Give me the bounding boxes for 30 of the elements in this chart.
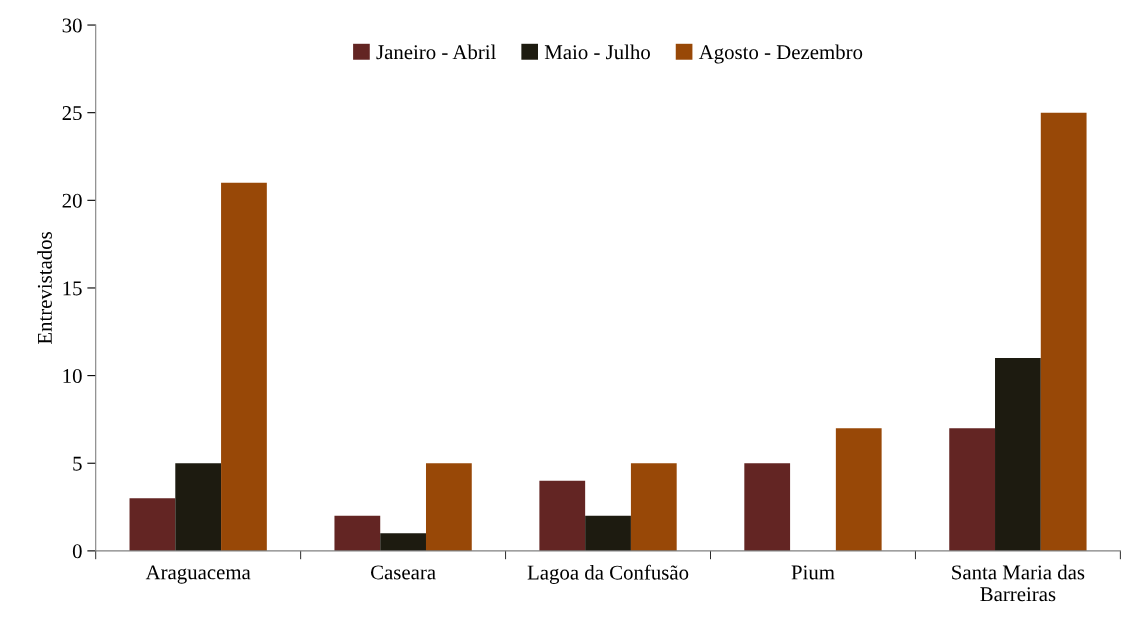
y-tick-label: 10 — [63, 368, 82, 384]
bar — [585, 515, 631, 551]
bar — [425, 463, 472, 551]
bar — [221, 182, 267, 551]
x-tick-label: Pium — [791, 565, 835, 580]
bar — [744, 463, 791, 551]
bar — [835, 428, 882, 551]
x-tick-label: Caseara — [371, 565, 436, 580]
bar — [1040, 112, 1087, 551]
bar — [630, 463, 677, 551]
y-tick-label: 20 — [62, 193, 82, 208]
y-tick-label: 15 — [63, 281, 82, 296]
bar — [949, 428, 996, 551]
y-tick-label: 5 — [73, 456, 82, 471]
bar — [995, 358, 1041, 551]
x-tick-label: Araguacema — [145, 565, 251, 584]
y-tick-label: 25 — [62, 106, 82, 121]
bar — [539, 480, 586, 551]
x-tick-label: Lagoa da Confusão — [527, 564, 689, 584]
bar — [175, 463, 222, 551]
bar — [334, 515, 381, 551]
y-axis-title: Entrevistados — [37, 232, 52, 345]
legend-label: Janeiro - Abril — [376, 44, 496, 60]
legend-label: Maio - Julho — [544, 44, 650, 60]
x-tick-label: Santa Maria das Barreiras — [952, 564, 1085, 602]
legend-label: Agosto - Dezembro — [698, 44, 863, 64]
y-tick-label: 0 — [72, 544, 82, 559]
y-tick-label: 30 — [62, 18, 82, 33]
bar — [380, 533, 426, 551]
bar — [129, 498, 176, 551]
